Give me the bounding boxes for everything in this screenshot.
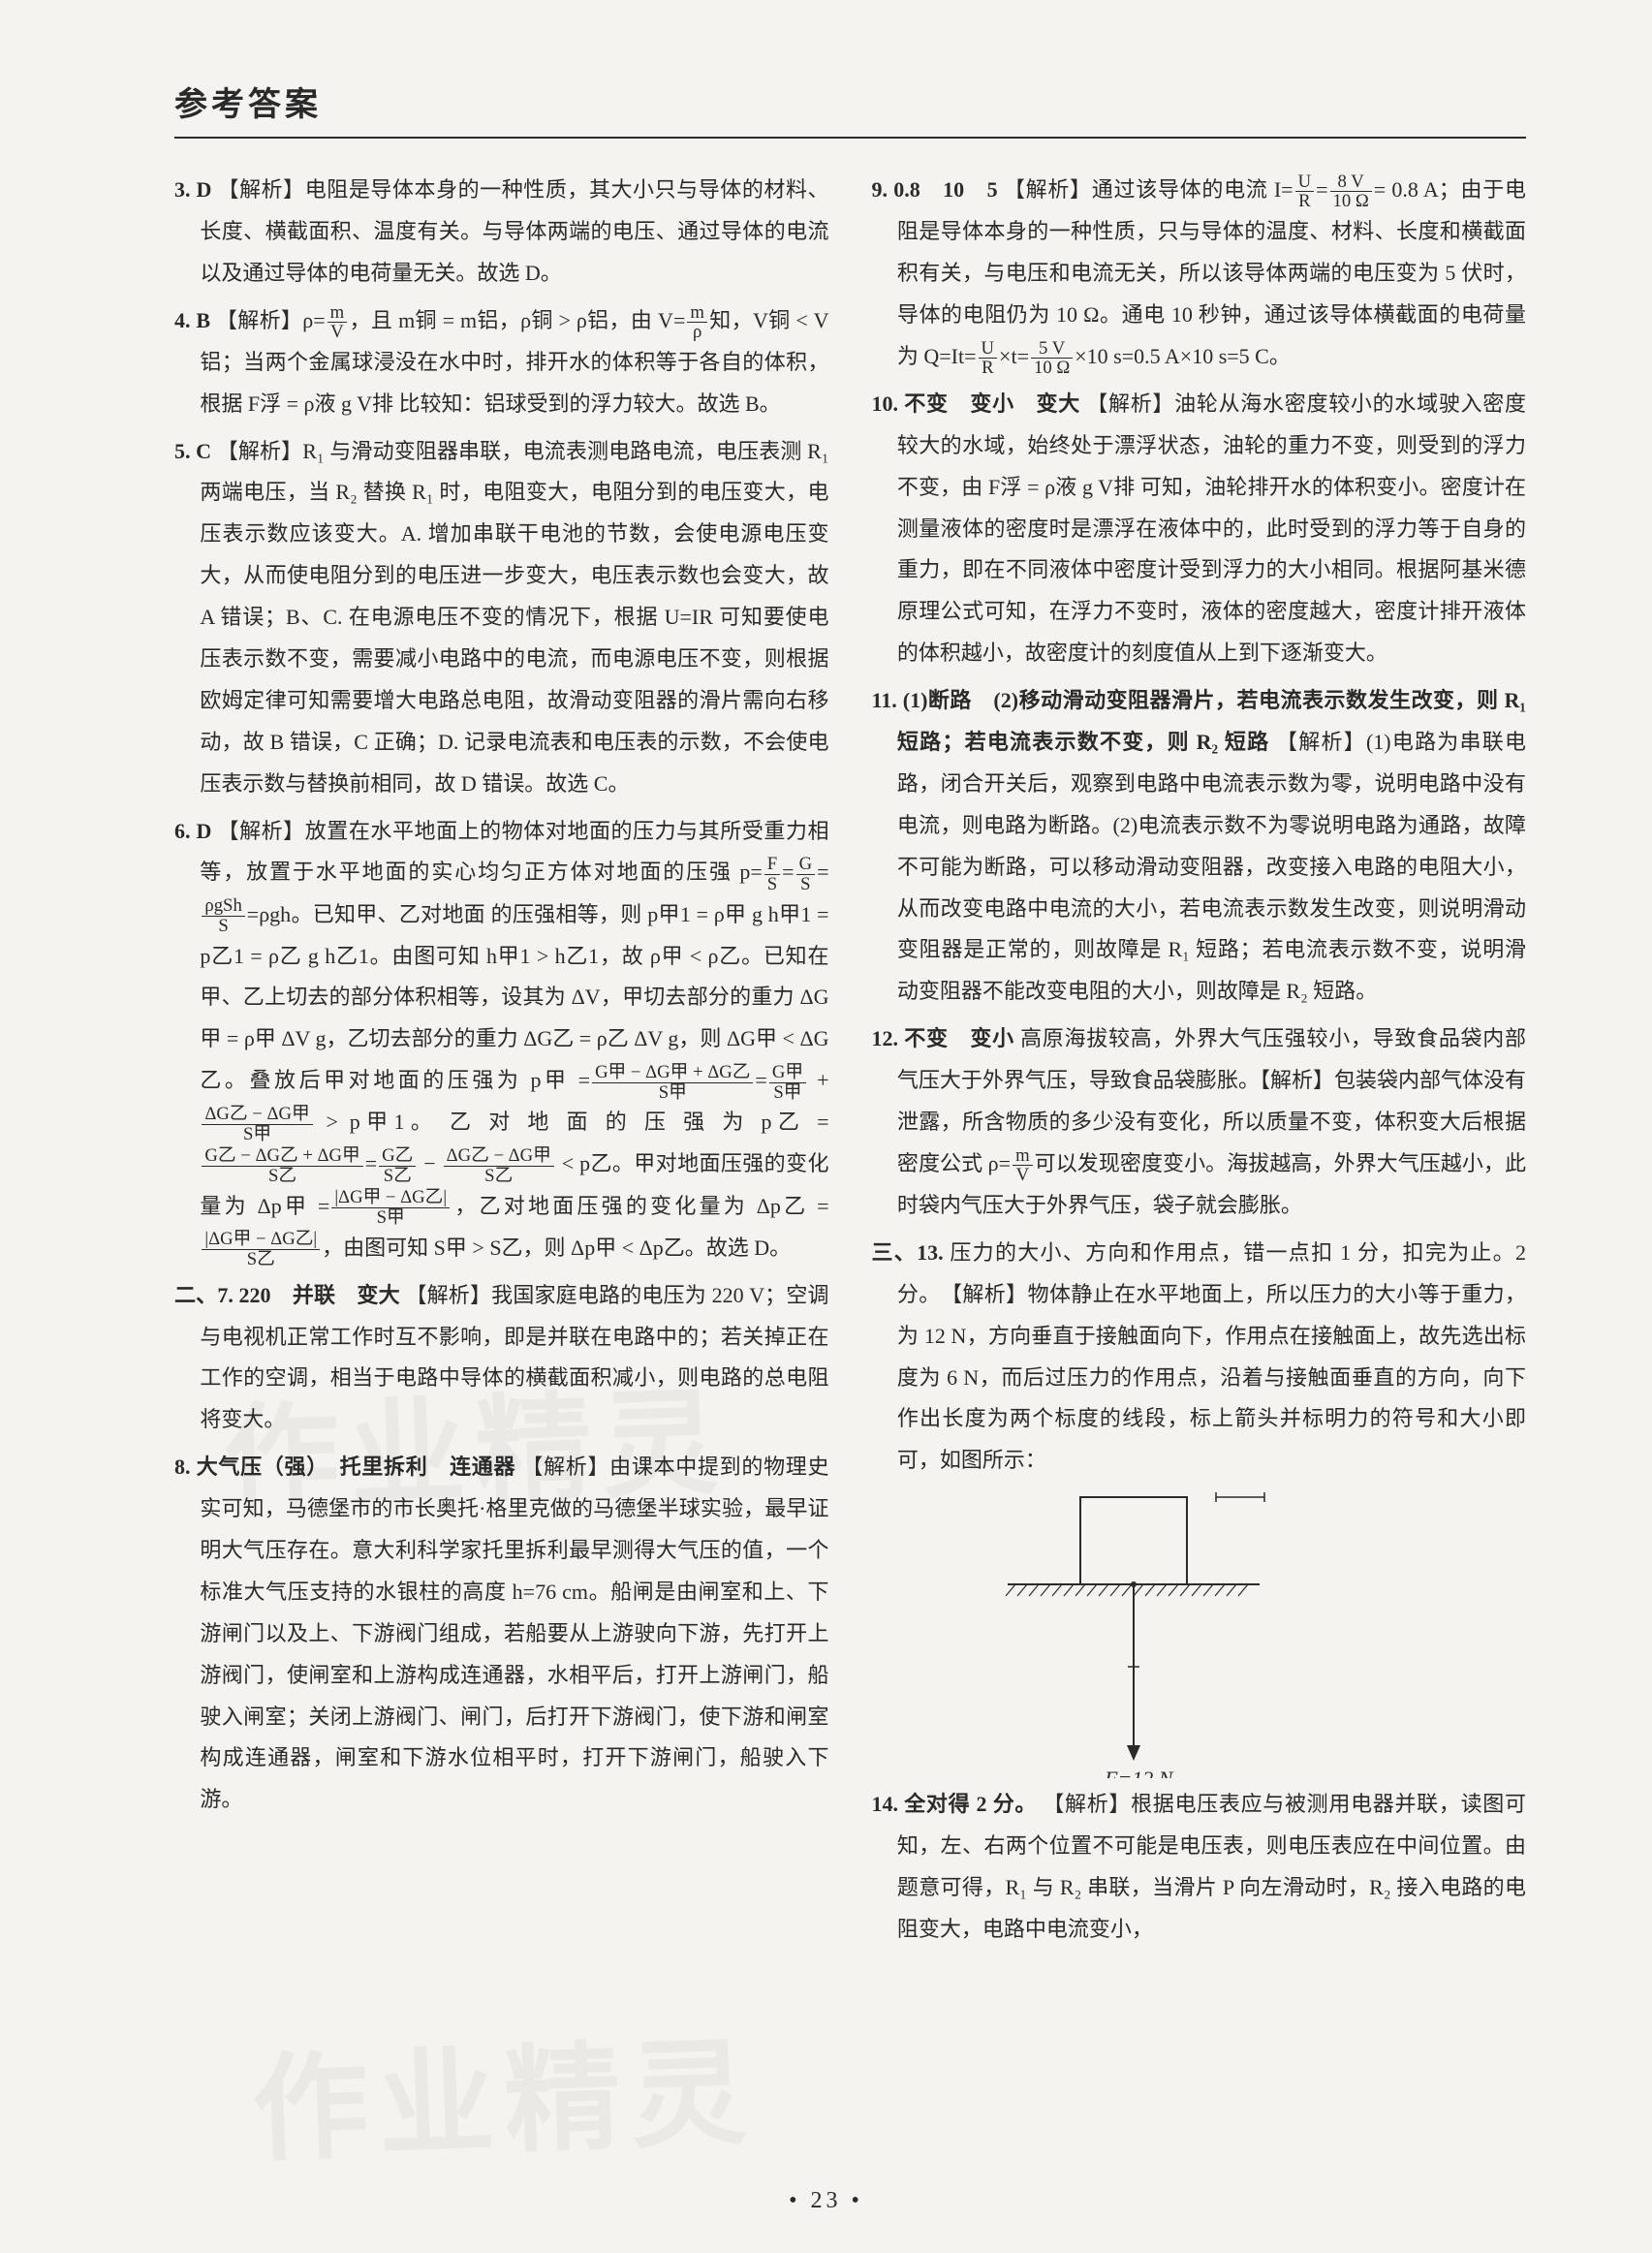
item-number: 14. 全对得 2 分。 xyxy=(872,1792,1038,1816)
page-number: • 23 • xyxy=(0,2188,1652,2214)
answer-item-5: 5. C 【解析】R₁ 与滑动变阻器串联，电流表测电路电流，电压表测 R₁ 两端… xyxy=(174,431,829,805)
fraction: G乙S乙 xyxy=(379,1146,416,1185)
diagram-svg: 6 N F=12 N xyxy=(988,1487,1279,1778)
answer-item-11: 11. (1)断路 (2)移动滑动变阻器滑片，若电流表示数发生改变，则 R₁ 短… xyxy=(872,680,1527,1013)
item-number: 12. 不变 变小 xyxy=(872,1026,1014,1050)
answer-item-14: 14. 全对得 2 分。 【解析】根据电压表应与被测用电器并联，读图可知，左、右… xyxy=(872,1784,1527,1951)
item-number: 3. D xyxy=(174,177,211,202)
fraction: FS xyxy=(764,855,780,893)
fraction: GS xyxy=(796,855,816,893)
answer-item-13: 三、13. 压力的大小、方向和作用点，错一点扣 1 分，扣完为止。2 分。 【解… xyxy=(872,1233,1527,1482)
fraction: 5 V10 Ω xyxy=(1031,339,1073,378)
item-number: 9. 0.8 10 5 xyxy=(872,177,998,202)
answer-item-9: 9. 0.8 10 5 【解析】通过该导体的电流 I=UR=8 V10 Ω= 0… xyxy=(872,170,1527,378)
fraction: mV xyxy=(327,303,348,342)
item-number: 10. 不变 变小 变大 xyxy=(872,391,1081,416)
answer-item-7: 二、7. 220 并联 变大 【解析】我国家庭电路的电压为 220 V；空调与电… xyxy=(174,1275,829,1442)
title-divider xyxy=(174,137,1526,139)
fraction: |ΔG甲 − ΔG乙|S甲 xyxy=(331,1188,450,1227)
fraction: G甲 − ΔG甲 + ΔG乙S甲 xyxy=(592,1063,753,1102)
item-text: ，且 m铜 = m铝，ρ铜 > ρ铝，由 V= xyxy=(349,308,685,332)
answer-item-6: 6. D 【解析】放置在水平地面上的物体对地面的压力与其所受重力相等，放置于水平… xyxy=(174,811,829,1269)
fraction: mρ xyxy=(687,303,707,342)
item-text: 【解析】由课本中提到的物理史实可知，马德堡市的市长奥托·格里克做的马德堡半球实验… xyxy=(200,1455,828,1811)
watermark: 作业精灵 xyxy=(249,1998,759,2184)
item-text: 【解析】放置在水平地面上的物体对地面的压力与其所受重力相等，放置于水平地面的实心… xyxy=(200,819,828,885)
fraction: ΔG乙 − ΔG甲S乙 xyxy=(444,1146,554,1185)
fraction: G甲S甲 xyxy=(769,1063,806,1102)
force-diagram: 6 N F=12 N xyxy=(988,1487,1527,1778)
item-text: 压力的大小、方向和作用点，错一点扣 1 分，扣完为止。2 分。 【解析】物体静止… xyxy=(897,1240,1526,1472)
svg-text:F=12 N: F=12 N xyxy=(1104,1767,1174,1778)
answer-item-12: 12. 不变 变小 高原海拔较高，外界大气压强较小，导致食品袋内部气压大于外界气… xyxy=(872,1018,1527,1227)
fraction: ΔG乙 − ΔG甲S甲 xyxy=(202,1105,312,1143)
item-number: 6. D xyxy=(174,819,211,843)
answer-item-3: 3. D 【解析】电阻是导体本身的一种性质，其大小只与导体的材料、长度、横截面积… xyxy=(174,170,829,295)
item-number: 4. B xyxy=(174,308,210,332)
fraction: UR xyxy=(1295,172,1315,211)
page-title: 参考答案 xyxy=(174,78,1526,125)
item-number: 8. 大气压（强） 托里拆利 连通器 xyxy=(174,1455,515,1479)
answer-item-10: 10. 不变 变小 变大 【解析】油轮从海水密度较小的水域驶入密度较大的水域，始… xyxy=(872,384,1527,674)
item-text: 【解析】油轮从海水密度较小的水域驶入密度较大的水域，始终处于漂浮状态，油轮的重力… xyxy=(897,391,1526,665)
item-text: 【解析】通过该导体的电流 I= xyxy=(1004,177,1294,202)
fraction: ρgShS xyxy=(202,896,244,935)
right-column: 9. 0.8 10 5 【解析】通过该导体的电流 I=UR=8 V10 Ω= 0… xyxy=(872,170,1527,1956)
item-text: 【解析】电阻是导体本身的一种性质，其大小只与导体的材料、长度、横截面积、温度有关… xyxy=(200,177,828,285)
item-text: 【解析】R₁ 与滑动变阻器串联，电流表测电路电流，电压表测 R₁ 两端电压，当 … xyxy=(200,439,828,796)
fraction: UR xyxy=(979,339,998,378)
item-text: 【解析】ρ= xyxy=(216,308,326,332)
item-number: 5. C xyxy=(174,439,211,463)
item-text: 【解析】(1)电路为串联电路，闭合开关后，观察到电路中电流表示数为零，说明电路中… xyxy=(897,730,1526,1003)
item-number: 三、13. xyxy=(872,1240,944,1265)
answer-item-8: 8. 大气压（强） 托里拆利 连通器 【解析】由课本中提到的物理史实可知，马德堡… xyxy=(174,1447,829,1821)
answer-item-4: 4. B 【解析】ρ=mV，且 m铜 = m铝，ρ铜 > ρ铝，由 V=mρ知，… xyxy=(174,300,829,425)
left-column: 3. D 【解析】电阻是导体本身的一种性质，其大小只与导体的材料、长度、横截面积… xyxy=(174,170,829,1956)
fraction: 8 V10 Ω xyxy=(1330,172,1372,211)
fraction: mV xyxy=(1013,1146,1033,1185)
item-number: 二、7. 220 并联 变大 xyxy=(174,1283,400,1307)
fraction: |ΔG甲 − ΔG乙|S乙 xyxy=(202,1230,320,1268)
svg-text:6 N: 6 N xyxy=(1226,1487,1254,1492)
fraction: G乙 − ΔG乙 + ΔG甲S乙 xyxy=(202,1146,362,1185)
columns: 3. D 【解析】电阻是导体本身的一种性质，其大小只与导体的材料、长度、横截面积… xyxy=(174,170,1526,1956)
